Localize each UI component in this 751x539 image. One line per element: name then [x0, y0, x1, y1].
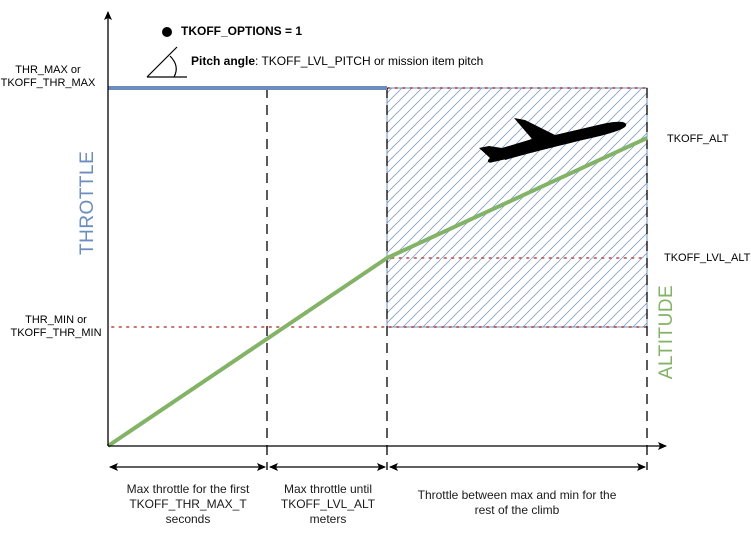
- segment-2-line1: Max throttle until: [283, 482, 373, 496]
- segment-3-text: Throttle between max and min for the res…: [397, 488, 637, 518]
- bullet-icon: [162, 27, 172, 37]
- thr-max-line2: TKOFF_THR_MAX: [0, 77, 96, 89]
- segment-separators: [266, 88, 648, 470]
- airplane-takeoff-icon: [479, 118, 627, 163]
- pitch-angle-label: Pitch angle: TKOFF_LVL_PITCH or mission …: [191, 55, 483, 68]
- segment-3-line2: rest of the climb: [474, 503, 560, 517]
- altitude-axis-title: ALTITUDE: [656, 284, 677, 380]
- segment-2-text: Max throttle until TKOFF_LVL_ALT meters: [268, 482, 388, 527]
- dotted-reference-lines: [111, 87, 648, 328]
- segment-2-line3: meters: [309, 512, 347, 526]
- thr-max-label: THR_MAX or TKOFF_THR_MAX: [0, 64, 96, 90]
- tkoff-lvl-alt-label: TKOFF_LVL_ALT: [664, 252, 751, 264]
- pitch-angle-bold: Pitch angle: [191, 54, 256, 68]
- altitude-line: [106, 136, 648, 448]
- segment-2-line2: TKOFF_LVL_ALT: [280, 497, 376, 511]
- thr-min-label: THR_MIN or TKOFF_THR_MIN: [8, 314, 104, 340]
- tkoff-alt-label: TKOFF_ALT: [667, 133, 729, 145]
- thr-max-line1: THR_MAX or: [15, 64, 81, 76]
- segment-1-text: Max throttle for the first TKOFF_THR_MAX…: [113, 482, 263, 527]
- segment-3-line1: Throttle between max and min for the: [417, 488, 617, 502]
- tkoff-options-label: TKOFF_OPTIONS = 1: [181, 24, 303, 38]
- pitch-angle-rest: : TKOFF_LVL_PITCH or mission item pitch: [255, 54, 484, 68]
- throttle-axis-title: THROTTLE: [77, 150, 98, 255]
- segment-1-line1: Max throttle for the first: [126, 482, 250, 496]
- segment-1-line2: TKOFF_THR_MAX_T: [129, 497, 247, 511]
- pitch-angle-icon: [146, 46, 187, 78]
- segment-1-line3: seconds: [165, 512, 211, 526]
- thr-min-line2: TKOFF_THR_MIN: [10, 327, 102, 339]
- thr-min-line1: THR_MIN or: [25, 314, 87, 326]
